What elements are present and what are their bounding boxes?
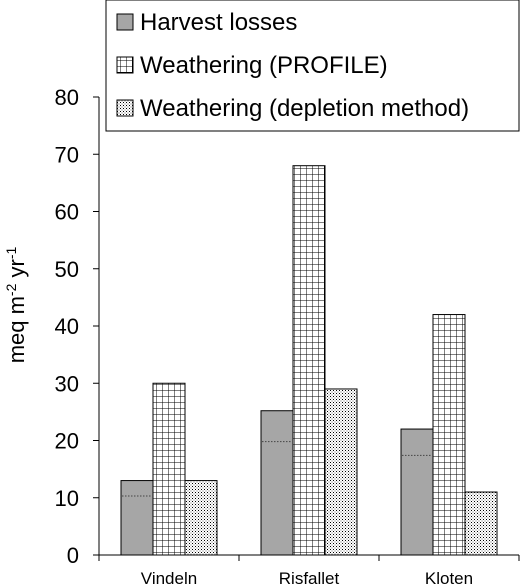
legend: Harvest losses Weathering (PROFILE) Weathe… xyxy=(105,0,520,132)
bar xyxy=(432,314,466,556)
bar xyxy=(120,480,154,556)
legend-swatch xyxy=(116,99,134,117)
bar xyxy=(324,388,358,556)
y-tick-label: 20 xyxy=(55,429,79,454)
y-tick-label: 70 xyxy=(55,142,79,167)
y-axis-title: meq m-2 yr-1 xyxy=(3,246,29,363)
legend-label: Weathering (depletion method) xyxy=(140,95,469,122)
y-tick-label: 50 xyxy=(55,257,79,282)
y-tick-label: 10 xyxy=(55,486,79,511)
y-tick-label: 0 xyxy=(67,543,79,568)
bar xyxy=(400,428,434,556)
y-axis-title-sup1: -2 xyxy=(3,283,19,296)
plot-area: 0 10 20 30 40 50 60 70 80 Vindeln Risfallet Kloten xyxy=(55,85,520,587)
category-label: Risfallet xyxy=(279,569,340,587)
svg-text:meq m-2 yr-1: meq m-2 yr-1 xyxy=(3,246,29,363)
legend-label: Harvest losses xyxy=(140,9,297,36)
bar xyxy=(260,410,294,556)
legend-label: Weathering (PROFILE) xyxy=(140,52,388,79)
legend-swatch xyxy=(116,56,134,74)
bar xyxy=(464,491,498,556)
y-tick-label: 60 xyxy=(55,200,79,225)
bar xyxy=(292,165,326,556)
bar xyxy=(152,382,186,556)
legend-box xyxy=(105,0,520,132)
y-axis-title-sup2: -1 xyxy=(3,246,19,259)
y-tick-label: 30 xyxy=(55,371,79,396)
y-tick-label: 40 xyxy=(55,314,79,339)
category-label: Kloten xyxy=(425,569,473,587)
legend-swatch xyxy=(116,13,134,31)
y-axis-title-base: meq m xyxy=(4,296,29,363)
category-label: Vindeln xyxy=(141,569,197,587)
y-axis-title-mid: yr xyxy=(4,259,29,283)
y-tick-label: 80 xyxy=(55,85,79,110)
bar xyxy=(184,480,218,556)
